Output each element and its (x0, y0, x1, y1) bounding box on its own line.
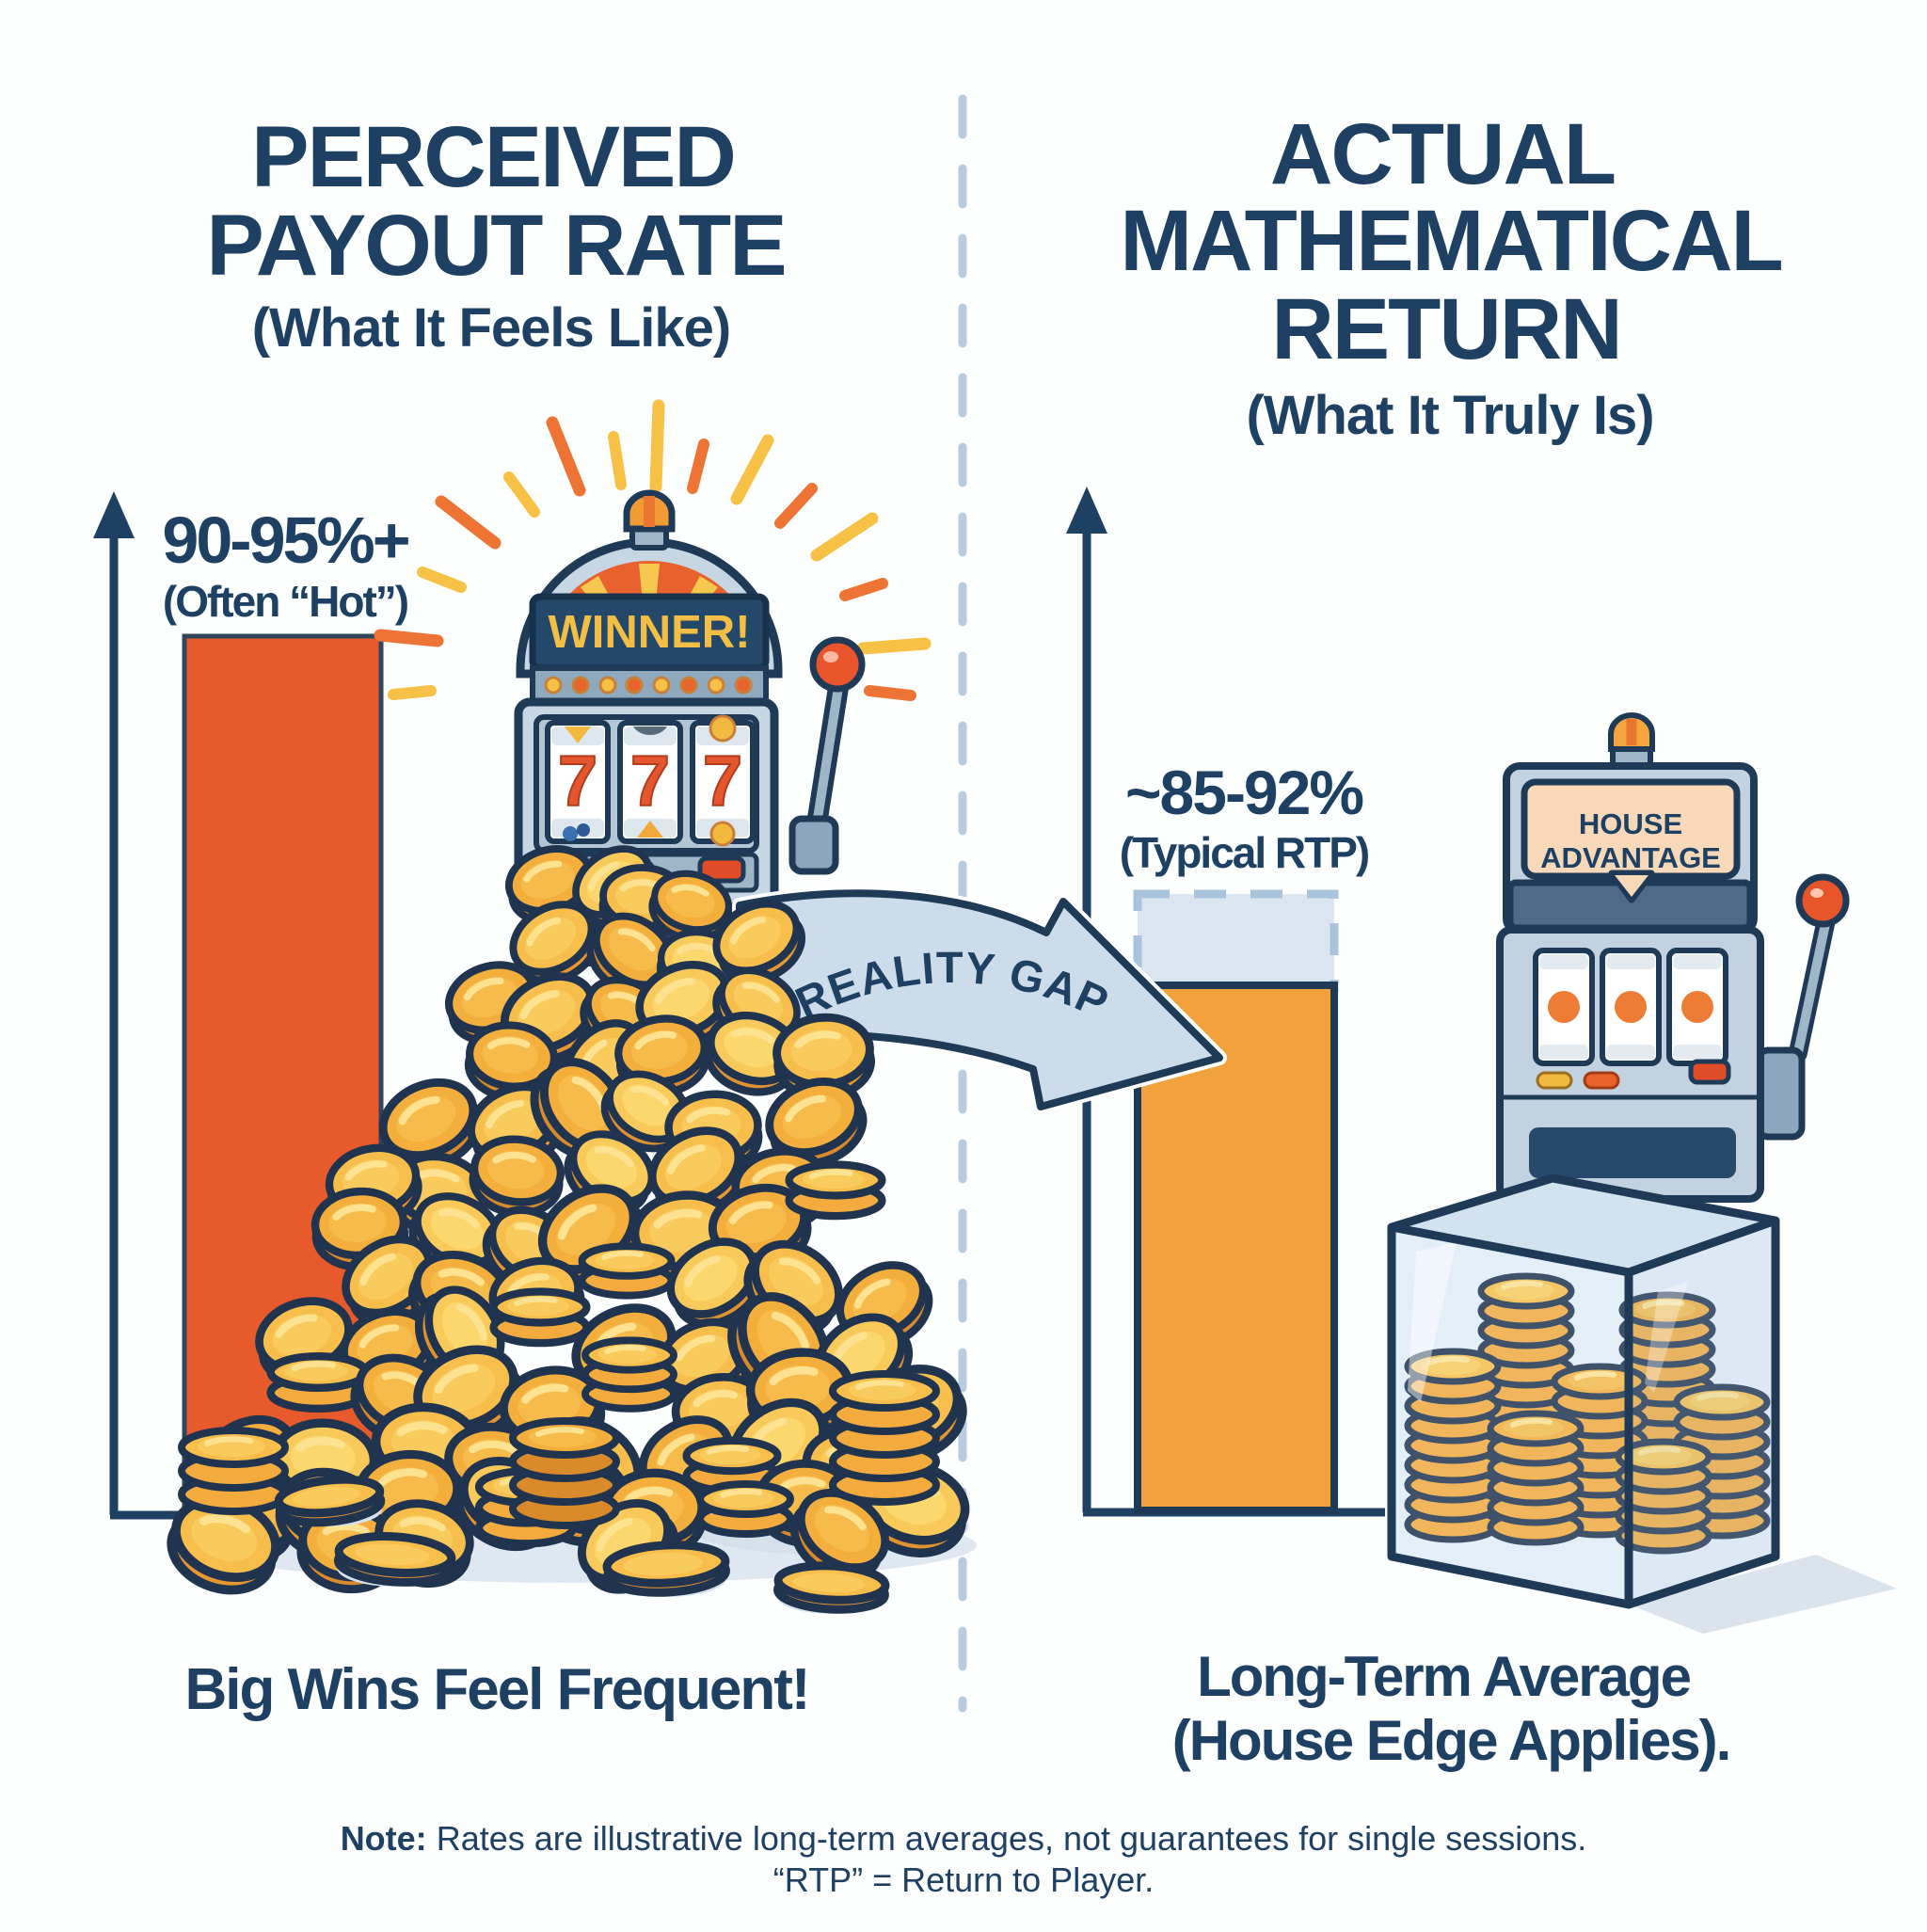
ray (503, 471, 540, 518)
coin-stack (1404, 1348, 1502, 1543)
ray (435, 495, 502, 550)
ray (730, 434, 774, 505)
slot-machine-right: HOUSE ADVANTAGE (1496, 712, 1850, 1203)
ray (388, 685, 437, 700)
left-title-line2: PAYOUT RATE (206, 198, 785, 294)
ray (810, 512, 879, 562)
box-front-right (1629, 1221, 1776, 1605)
reel (1666, 948, 1728, 1066)
sunburst-rays (374, 399, 932, 701)
ray (864, 685, 916, 701)
right-title-line3: RETURN (1271, 281, 1620, 377)
coin (773, 1561, 890, 1614)
coin-stack (696, 1480, 794, 1538)
bubble-line2: ADVANTAGE (1540, 841, 1721, 874)
right-bar-value: ~85-92% (1125, 758, 1362, 827)
coin (333, 1532, 456, 1587)
right-title: ACTUAL MATHEMATICAL RETURN (What It Trul… (1120, 106, 1783, 446)
reel: 7 (690, 714, 756, 847)
reel: 7 (617, 720, 683, 844)
ray (839, 578, 888, 601)
reel: 7 (545, 720, 611, 844)
coin-stack (578, 1242, 676, 1300)
left-bar-value: 90-95%+ (162, 503, 408, 577)
right-subtitle: (What It Truly Is) (1246, 385, 1653, 446)
reality-gap-arrow: REALITY GAP (732, 886, 1227, 1114)
coin-pile (161, 836, 977, 1614)
speech-bubble-tail-fill (1615, 875, 1648, 897)
box-front-left (1392, 1227, 1629, 1605)
coin-stack (1615, 1438, 1712, 1555)
coin-stack (178, 1427, 289, 1515)
winner-banner-label: WINNER! (548, 607, 750, 658)
box-outline (1387, 1174, 1780, 1609)
coin-stack (829, 1370, 940, 1506)
reel-symbol: 7 (630, 742, 670, 822)
gap-ghost-box (1133, 889, 1339, 993)
ray (856, 637, 932, 655)
reel-dot (1615, 991, 1647, 1023)
coin-stack (266, 1352, 370, 1413)
right-bar-note: (Typical RTP) (1120, 828, 1369, 877)
bubble-line1: HOUSE (1579, 807, 1682, 840)
right-title-line2: MATHEMATICAL (1120, 193, 1781, 289)
button-red (1583, 1071, 1620, 1090)
machine-lights (544, 676, 753, 695)
left-bar-note: (Often “Hot”) (163, 577, 408, 626)
footnote-note-prefix: Note: (341, 1819, 427, 1858)
coin (274, 1475, 386, 1527)
ray (649, 399, 665, 493)
button-big-red (697, 855, 746, 884)
footnote-line1: Note: Rates are illustrative long-term a… (341, 1819, 1587, 1858)
lever (788, 636, 866, 875)
left-caption: Big Wins Feel Frequent! (184, 1657, 808, 1722)
left-title: PERCEIVED PAYOUT RATE (What It Feels Lik… (206, 109, 787, 359)
lever (1755, 873, 1850, 1141)
coin-stack (1487, 1410, 1585, 1546)
left-subtitle: (What It Feels Like) (252, 297, 731, 359)
left-title-line1: PERCEIVED (251, 109, 735, 205)
right-caption-line2: (House Edge Applies). (1172, 1709, 1730, 1772)
ray (374, 629, 444, 647)
box-glare (1645, 1282, 1688, 1393)
footnote-line2: “RTP” = Return to Player. (773, 1860, 1155, 1899)
glass-box (1387, 1174, 1897, 1634)
footnote-note-rest: Rates are illustrative long-term average… (427, 1819, 1587, 1858)
reel-dot (1548, 991, 1580, 1023)
ray (417, 567, 467, 593)
box-glare (1408, 1242, 1457, 1402)
lights-band (530, 665, 769, 705)
reel (1533, 948, 1595, 1066)
coin-stack (785, 1160, 886, 1221)
payout-slot (1529, 1127, 1736, 1178)
left-axis-arrow (93, 491, 135, 538)
ray (774, 483, 818, 529)
reel-symbol: 7 (558, 742, 597, 822)
reel (1600, 948, 1662, 1066)
right-axis-arrow (1066, 487, 1107, 534)
box-shadow (1629, 1555, 1897, 1634)
coin-stack (489, 1287, 591, 1348)
coin-stack (509, 1417, 620, 1529)
coin-stack (581, 1336, 677, 1413)
button-big-red (1688, 1059, 1731, 1085)
coin (602, 1541, 730, 1597)
ray (546, 416, 586, 497)
ray (687, 439, 709, 494)
reel-symbol: 7 (703, 742, 742, 822)
ray (608, 431, 627, 490)
button-yellow (1536, 1071, 1573, 1090)
right-caption-line1: Long-Term Average (1197, 1645, 1691, 1708)
right-title-line1: ACTUAL (1270, 106, 1615, 202)
reel-dot (1681, 991, 1713, 1023)
